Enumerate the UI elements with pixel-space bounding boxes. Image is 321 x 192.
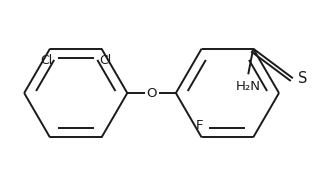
Text: F: F: [196, 118, 204, 132]
Text: H₂N: H₂N: [236, 80, 261, 93]
Text: Cl: Cl: [100, 54, 112, 67]
Text: O: O: [146, 87, 157, 99]
Text: S: S: [298, 71, 307, 86]
Text: Cl: Cl: [40, 54, 52, 67]
